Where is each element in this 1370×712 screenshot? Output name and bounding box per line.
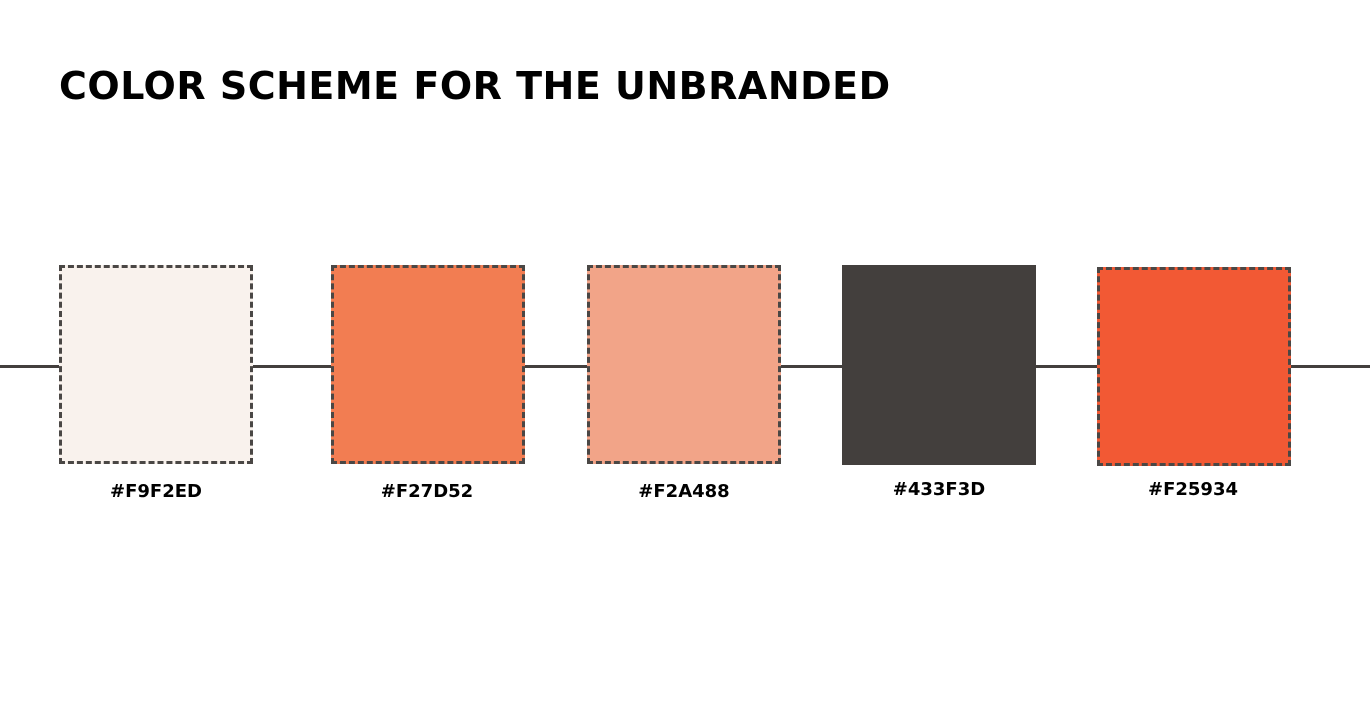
swatch-label-2: #F27D52 (380, 481, 474, 502)
swatch-label-4: #433F3D (892, 479, 986, 500)
swatch-label-5: #F25934 (1148, 479, 1238, 500)
swatch-label-1: #F9F2ED (110, 481, 202, 502)
swatch-3 (587, 265, 781, 464)
swatch-5 (1097, 267, 1291, 466)
page-title: COLOR SCHEME FOR THE UNBRANDED (59, 64, 891, 108)
swatch-4 (842, 265, 1036, 465)
swatch-2 (331, 265, 525, 464)
swatch-1 (59, 265, 253, 464)
swatch-label-3: #F2A488 (638, 481, 730, 502)
